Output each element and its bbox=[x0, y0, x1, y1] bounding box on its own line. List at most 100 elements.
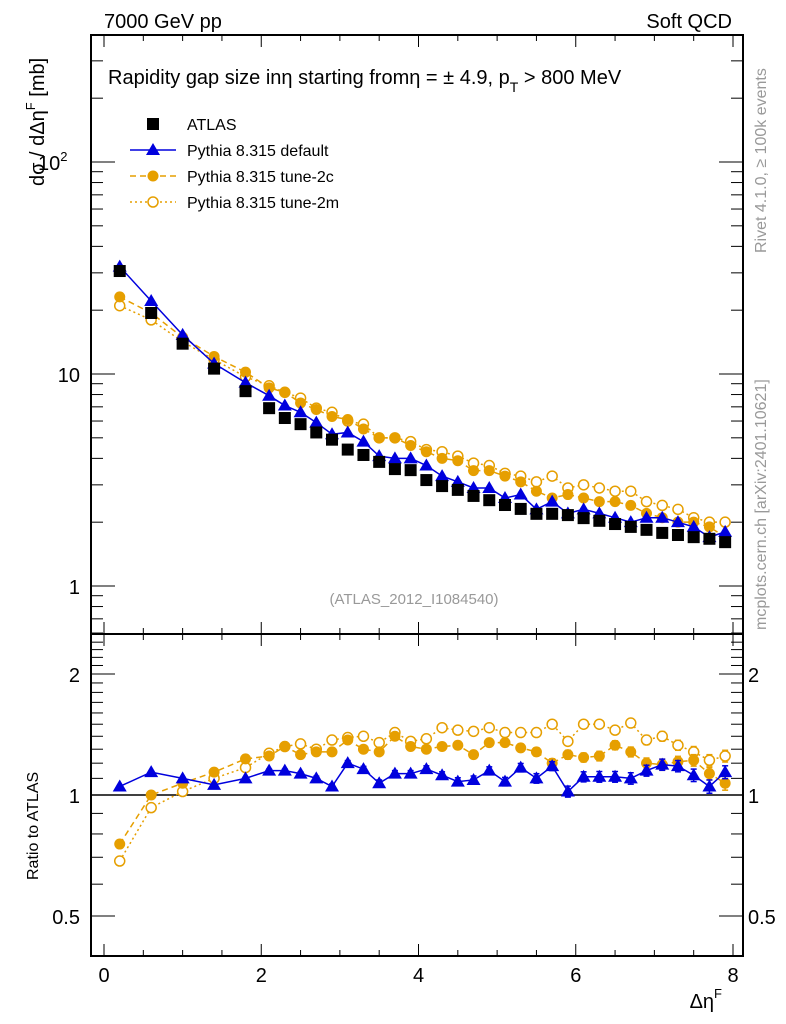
ratio-y-axis-label: Ratio to ATLAS bbox=[25, 772, 42, 880]
ratio-point bbox=[703, 754, 716, 767]
ratio-point bbox=[373, 736, 385, 749]
ratio-point bbox=[325, 779, 340, 792]
ratio-point bbox=[240, 753, 252, 765]
ratio-point bbox=[609, 739, 621, 751]
data-point bbox=[420, 446, 432, 458]
data-point bbox=[577, 479, 590, 491]
data-point bbox=[295, 397, 307, 409]
legend-marker bbox=[147, 196, 159, 208]
ratio-point bbox=[435, 768, 450, 781]
data-point bbox=[310, 404, 322, 416]
data-point bbox=[357, 448, 370, 461]
ratio-point bbox=[466, 772, 481, 785]
data-point bbox=[593, 514, 606, 527]
data-point bbox=[208, 362, 221, 375]
series-line bbox=[119, 266, 726, 538]
data-point bbox=[175, 327, 190, 340]
ratio-point bbox=[452, 724, 464, 736]
ratio-point bbox=[718, 765, 733, 778]
data-point bbox=[208, 350, 220, 362]
ratio-point bbox=[144, 765, 159, 778]
data-point bbox=[546, 507, 559, 520]
data-point bbox=[562, 489, 574, 501]
ratio-point bbox=[530, 746, 542, 758]
ratio-point bbox=[670, 759, 685, 772]
y-tick-label: 102 bbox=[38, 149, 67, 175]
ratio-point bbox=[513, 760, 528, 773]
data-point bbox=[672, 503, 684, 516]
ratio-point bbox=[357, 743, 369, 755]
ratio-point bbox=[703, 768, 715, 780]
series-line bbox=[119, 296, 726, 538]
data-point bbox=[451, 483, 464, 496]
ratio-point bbox=[175, 771, 190, 784]
data-point bbox=[356, 434, 371, 447]
plot-title-sub: T bbox=[510, 79, 519, 95]
ratio-point bbox=[514, 726, 527, 739]
data-point bbox=[114, 291, 126, 303]
ratio-point bbox=[672, 739, 684, 751]
ratio-point bbox=[208, 766, 220, 778]
ratio-point bbox=[592, 769, 607, 782]
data-point bbox=[655, 510, 670, 523]
ratio-point bbox=[356, 762, 371, 775]
ratio-point bbox=[686, 768, 701, 781]
ratio-point bbox=[114, 838, 126, 850]
data-point bbox=[576, 502, 591, 515]
data-point bbox=[373, 432, 385, 444]
main-data bbox=[112, 259, 733, 549]
data-point bbox=[388, 463, 401, 476]
data-point bbox=[176, 337, 189, 350]
data-point bbox=[625, 485, 637, 497]
data-point bbox=[405, 439, 417, 451]
data-point bbox=[609, 496, 621, 508]
ratio-point bbox=[326, 746, 338, 758]
data-point bbox=[561, 509, 574, 522]
x-tick-label: 6 bbox=[570, 965, 581, 987]
ratio-y-tick-label: 0.5 bbox=[52, 907, 80, 929]
plot-title: Rapidity gap size inη starting fromη = ±… bbox=[108, 67, 622, 95]
ratio-y-tick-label-right: 2 bbox=[748, 665, 759, 687]
ratio-point bbox=[656, 730, 668, 743]
main-axis-ticks: 1 10 102 bbox=[38, 35, 743, 634]
data-point bbox=[373, 455, 386, 468]
x-tick-label: 0 bbox=[98, 965, 109, 987]
ratio-point bbox=[294, 738, 307, 750]
data-point bbox=[436, 452, 448, 464]
ratio-point bbox=[515, 742, 527, 754]
x-tick-label: 4 bbox=[413, 965, 424, 987]
data-point bbox=[498, 499, 511, 512]
ratio-point bbox=[293, 766, 308, 779]
ratio-point bbox=[112, 779, 127, 792]
legend: ATLAS Pythia 8.315 default Pythia 8.315 tu… bbox=[130, 117, 339, 212]
ratio-point bbox=[593, 718, 606, 730]
ratio-point bbox=[420, 743, 432, 755]
ratio-point bbox=[277, 763, 292, 776]
ratio-point bbox=[530, 726, 543, 739]
ratio-series-pythia-8-315-tune-2m bbox=[113, 717, 731, 867]
data-point bbox=[436, 480, 449, 493]
ratio-data bbox=[112, 717, 733, 867]
ratio-point bbox=[655, 757, 670, 770]
series-pythia-8-315-default bbox=[112, 259, 733, 543]
data-point bbox=[719, 536, 732, 549]
analysis-watermark: (ATLAS_2012_I1084540) bbox=[329, 591, 498, 608]
plot-title-tail: > 800 MeV bbox=[518, 67, 622, 89]
y-tick-label: 1 bbox=[69, 577, 80, 599]
data-point bbox=[483, 494, 496, 507]
data-point bbox=[340, 425, 355, 438]
data-point bbox=[609, 518, 622, 531]
data-point bbox=[625, 499, 637, 511]
legend-item: Pythia 8.315 default bbox=[130, 143, 329, 160]
data-point bbox=[113, 265, 126, 278]
ratio-point bbox=[419, 762, 434, 775]
data-point bbox=[468, 465, 480, 477]
ratio-point bbox=[436, 741, 448, 753]
header-right-label: Soft QCD bbox=[646, 11, 732, 33]
data-point bbox=[687, 531, 700, 544]
data-point bbox=[278, 412, 291, 425]
ratio-point bbox=[145, 801, 157, 814]
data-point bbox=[294, 418, 307, 431]
data-point bbox=[387, 451, 402, 464]
data-point bbox=[483, 465, 495, 477]
